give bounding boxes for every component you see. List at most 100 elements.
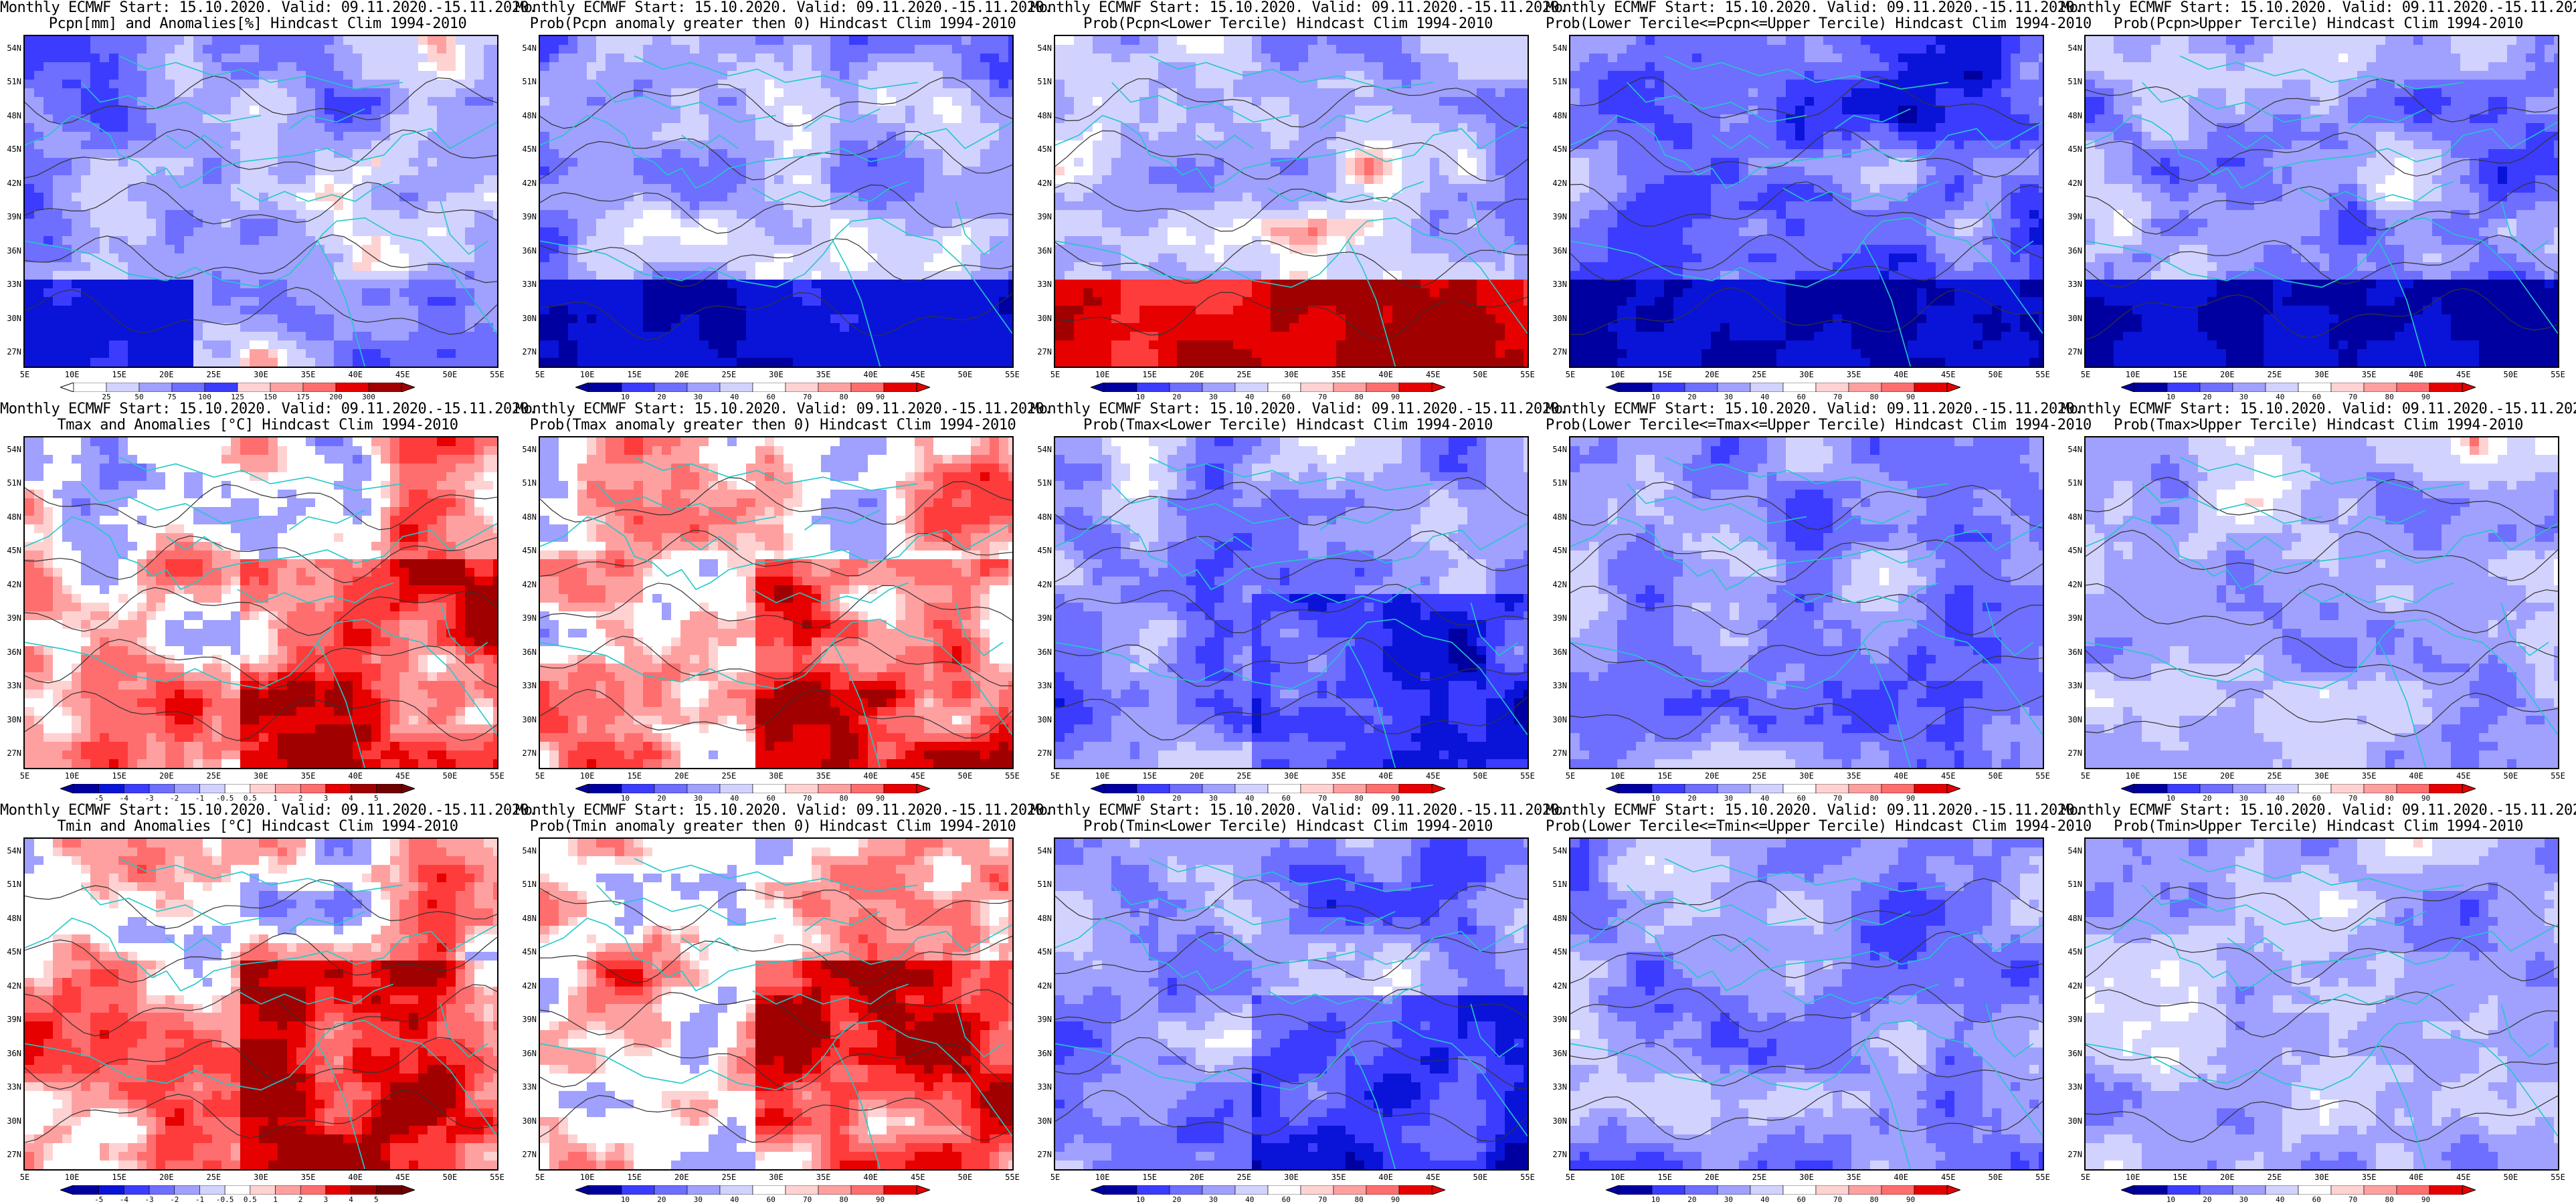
longitude-label: 35E xyxy=(816,1173,831,1181)
colorbar-tick-label: 30 xyxy=(1209,393,1218,401)
longitude-label: 55E xyxy=(1520,772,1535,780)
colorbar-tick-label: 90 xyxy=(876,1196,885,1203)
colorbar-tick-label: 40 xyxy=(1760,393,1769,401)
colorbar-tick-label: 90 xyxy=(2421,393,2430,401)
latitude-label: 33N xyxy=(0,280,21,288)
panel-title-line1: Monthly ECMWF Start: 15.10.2020. Valid: … xyxy=(1546,803,2083,819)
colorbar-tick-label: 90 xyxy=(1391,795,1400,802)
latitude-label: 36N xyxy=(1030,1049,1052,1058)
colorbar-tick-label: 80 xyxy=(2385,393,2393,401)
longitude-label: 35E xyxy=(301,371,316,379)
coastline xyxy=(2179,858,2464,892)
contour-line xyxy=(540,688,1012,739)
longitude-label: 35E xyxy=(1847,772,1861,780)
longitude-label: 30E xyxy=(2314,371,2329,379)
latitude-label: 48N xyxy=(1030,112,1052,120)
colorbar-tick-label: 1 xyxy=(273,795,278,802)
colorbar-tick-label: -5 xyxy=(94,1196,103,1203)
longitude-label: 20E xyxy=(674,1173,689,1181)
colorbar-tick-label: 70 xyxy=(1833,393,1842,401)
colorbar-tick-label: 80 xyxy=(1869,1196,1878,1203)
longitude-label: 15E xyxy=(1657,1173,1672,1181)
longitude-label: 25E xyxy=(2268,1173,2282,1181)
coastline xyxy=(288,910,365,932)
longitude-label: 30E xyxy=(254,1173,268,1181)
contour-line xyxy=(25,1090,497,1143)
coastline xyxy=(288,108,365,129)
map-area xyxy=(539,35,1014,368)
colorbar-tick-label: 10 xyxy=(2167,393,2175,401)
coastline xyxy=(1111,884,1292,926)
coastline xyxy=(2179,456,2464,491)
longitude-label: 50E xyxy=(443,371,458,379)
coastline xyxy=(540,114,1012,189)
colorbar-tick-label: 70 xyxy=(1318,1196,1327,1203)
contour-line xyxy=(1055,182,1528,235)
forecast-map-panel: Monthly ECMWF Start: 15.10.2020. Valid: … xyxy=(515,0,1052,401)
longitude-label: 35E xyxy=(816,371,831,379)
colorbar xyxy=(2121,1185,2476,1195)
contour-line xyxy=(1570,585,2043,636)
coastline xyxy=(752,181,909,202)
coastline xyxy=(2377,240,2427,367)
longitude-label: 10E xyxy=(2126,772,2140,780)
panel-title-line1: Monthly ECMWF Start: 15.10.2020. Valid: … xyxy=(2061,0,2576,16)
latitude-label: 27N xyxy=(1030,749,1052,757)
longitude-label: 10E xyxy=(1095,1173,1110,1181)
longitude-label: 35E xyxy=(1847,1173,1861,1181)
colorbar-tick-label: 10 xyxy=(621,393,630,401)
contour-line xyxy=(1570,482,2043,530)
longitude-label: 10E xyxy=(2126,371,2140,379)
coastline xyxy=(2298,181,2454,202)
contour-line xyxy=(1055,240,1528,288)
coastline xyxy=(316,641,366,768)
colorbar-tick-label: 90 xyxy=(876,795,885,802)
panel-title-line2: Prob(Tmax anomaly greater then 0) Hindca… xyxy=(515,417,1030,433)
colorbar-ticks: 10 20 30 40 60 70 80 90 xyxy=(1606,795,1960,803)
latitude-label: 36N xyxy=(515,1049,537,1058)
colorbar xyxy=(1091,1185,1445,1195)
colorbar-ticks: 10 20 30 40 60 70 80 90 xyxy=(575,1196,930,1204)
contour-line xyxy=(25,984,497,1037)
latitude-label: 36N xyxy=(1546,1049,1567,1058)
longitude-label: 45E xyxy=(395,1173,410,1181)
longitude-label: 45E xyxy=(911,772,925,780)
colorbar-tick-label: 80 xyxy=(1354,795,1363,802)
coastline xyxy=(1570,618,2043,736)
longitude-label: 40E xyxy=(1894,772,1908,780)
colorbar-tick-label: 70 xyxy=(2349,795,2357,802)
latitude-label: 33N xyxy=(0,1083,21,1091)
map-area xyxy=(2084,837,2559,1171)
coastline xyxy=(1470,201,1519,256)
colorbar-tick-label: 70 xyxy=(803,1196,812,1203)
longitude-label: 40E xyxy=(348,371,363,379)
colorbar-tick-label: 60 xyxy=(2312,1196,2321,1203)
colorbar-tick-label: 90 xyxy=(1906,795,1915,802)
coastline xyxy=(832,1043,881,1169)
latitude-label: 27N xyxy=(515,749,537,757)
colorbar-tick-label: 50 xyxy=(134,393,143,401)
colorbar-tick-label: 30 xyxy=(1209,795,1218,802)
panel-title-line2: Prob(Pcpn<Lower Tercile) Hindcast Clim 1… xyxy=(1030,16,1546,32)
contour-line xyxy=(540,888,1012,931)
coastline xyxy=(2349,509,2426,530)
longitude-label: 55E xyxy=(490,1173,504,1181)
latitude-label: 42N xyxy=(515,179,537,187)
longitude-label: 25E xyxy=(722,371,737,379)
longitude-label: 30E xyxy=(2314,772,2329,780)
longitude-label: 50E xyxy=(1473,1173,1488,1181)
map-area xyxy=(1054,436,1529,769)
longitude-label: 30E xyxy=(769,371,784,379)
contour-line xyxy=(1570,128,2043,178)
contour-line xyxy=(1570,695,2043,742)
colorbar-tick-label: 10 xyxy=(1136,1196,1145,1203)
colorbar xyxy=(1091,784,1445,793)
longitude-label: 10E xyxy=(65,772,80,780)
coastline xyxy=(440,1003,488,1058)
latitude-label: 51N xyxy=(0,880,21,888)
longitude-label: 15E xyxy=(112,772,126,780)
panel-title-line2: Prob(Tmax>Upper Tercile) Hindcast Clim 1… xyxy=(2061,417,2576,433)
colorbar-tick-label: 80 xyxy=(839,393,848,401)
latitude-label: 45N xyxy=(2061,546,2082,555)
coastline xyxy=(1664,858,1948,892)
